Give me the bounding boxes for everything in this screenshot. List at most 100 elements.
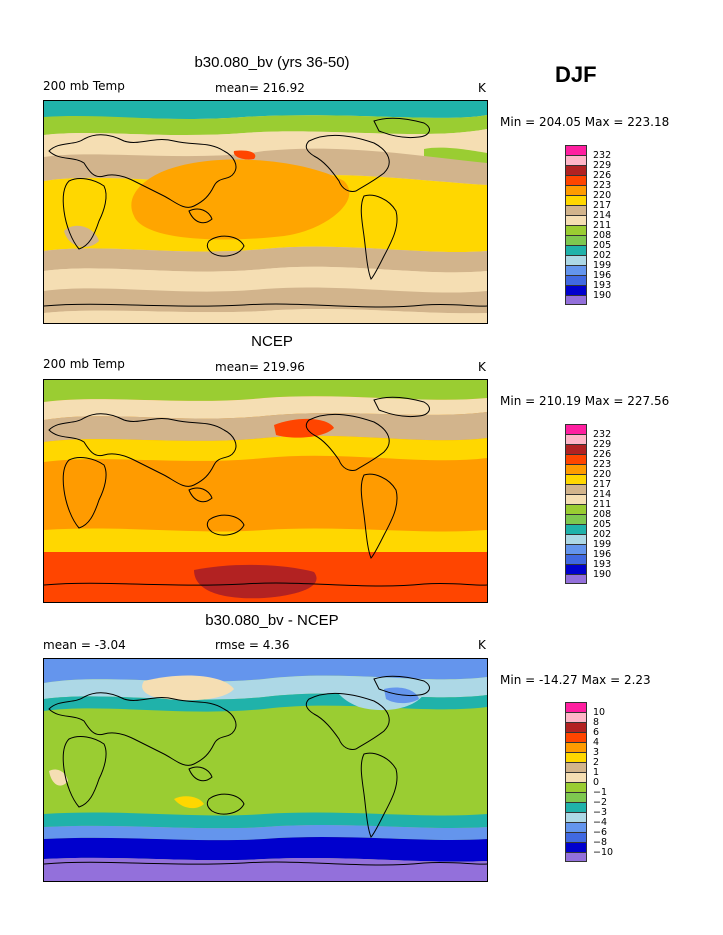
panel1-legend-tick: 223 — [593, 180, 612, 191]
panel2-region-226-kamchatka — [274, 418, 334, 438]
panel3-legend-tick: −6 — [593, 827, 608, 838]
panel2-minmax: Min = 210.19 Max = 227.56 — [500, 394, 670, 408]
panel2-legend-tick: 193 — [593, 559, 612, 570]
panel1-legend-tick: 199 — [593, 260, 612, 271]
panel2-legend-swatch — [565, 454, 587, 464]
panel2-legend-tick: 190 — [593, 569, 612, 580]
panel3-legend-swatch — [565, 832, 587, 842]
panel3-legend-tick: −2 — [593, 797, 608, 808]
panel2-legend-tick: 202 — [593, 529, 612, 540]
panel3-legend-tick: −10 — [593, 847, 614, 858]
panel3-legend-tick: 4 — [593, 737, 600, 748]
panel2-legend-swatch — [565, 574, 587, 584]
panel2-map — [43, 379, 488, 603]
panel2-legend-swatch — [565, 434, 587, 444]
panel3-legend-tick: −4 — [593, 817, 608, 828]
panel1-band-211-north — [44, 129, 487, 157]
panel1-legend-tick: 226 — [593, 170, 612, 181]
panel2-legend-swatch — [565, 424, 587, 434]
panel1-legend-swatch — [565, 155, 587, 165]
panel2-legend-tick: 196 — [593, 549, 612, 560]
panel2-legend-swatch — [565, 444, 587, 454]
panel1-legend-tick: 196 — [593, 270, 612, 281]
panel1-band-214-south — [44, 246, 487, 273]
panel1-legend-swatch — [565, 165, 587, 175]
panel1-legend-swatch — [565, 235, 587, 245]
panel3-legend-swatch — [565, 792, 587, 802]
panel3-legend-swatch — [565, 712, 587, 722]
panel3-legend-swatch — [565, 772, 587, 782]
panel3-units-label: K — [478, 638, 486, 652]
panel1-region-226 — [233, 150, 256, 160]
panel3-minmax: Min = -14.27 Max = 2.23 — [500, 673, 651, 687]
panel2-legend-tick: 229 — [593, 439, 612, 450]
panel3-band-minus8-south — [44, 837, 487, 862]
panel1-legend-tick: 229 — [593, 160, 612, 171]
panel3-legend-tick: −8 — [593, 837, 608, 848]
panel3-legend-swatch — [565, 802, 587, 812]
panel1-coastlines — [44, 117, 487, 308]
panel1-legend-tick: 208 — [593, 230, 612, 241]
panel3-mean-label: mean = -3.04 — [43, 638, 126, 652]
panel3-map — [43, 658, 488, 882]
panel2-mean-label: mean= 219.96 — [215, 360, 305, 374]
panel1-legend-swatch — [565, 175, 587, 185]
panel3-band-minus4-north — [44, 659, 487, 683]
panel2-legend: 232 229 226 223 220 217 214 211 208 205 … — [565, 424, 611, 584]
panel1-legend-tick: 214 — [593, 210, 612, 221]
panel2-legend-tick: 208 — [593, 509, 612, 520]
panel1-legend-swatch — [565, 265, 587, 275]
panel3-legend-tick: 0 — [593, 777, 600, 788]
panel2-legend-swatch — [565, 564, 587, 574]
panel1-map — [43, 100, 488, 324]
panel2-legend-tick: 232 — [593, 429, 612, 440]
panel3-legend-swatch — [565, 782, 587, 792]
panel1-legend-tick: 217 — [593, 200, 612, 211]
panel1-legend-tick: 205 — [593, 240, 612, 251]
panel2-legend-swatch — [565, 544, 587, 554]
panel2-band-214 — [44, 412, 487, 442]
panel1-legend-swatch — [565, 195, 587, 205]
panel2-band-208 — [44, 380, 487, 402]
panel1-legend-swatch — [565, 205, 587, 215]
panel1-legend-swatch — [565, 255, 587, 265]
panel2-legend-swatch — [565, 534, 587, 544]
panel2-legend-tick: 220 — [593, 469, 612, 480]
panel3-patch-plus2-australia — [174, 796, 204, 809]
panel3-legend-swatch — [565, 822, 587, 832]
panel3-rmse-label: rmse = 4.36 — [215, 638, 290, 652]
panel2-band-220 — [44, 435, 487, 462]
panel1-minmax: Min = 204.05 Max = 223.18 — [500, 115, 670, 129]
panel3-legend-swatch — [565, 752, 587, 762]
panel2-legend-swatch — [565, 494, 587, 504]
panel3-title: b30.080_bv - NCEP — [205, 612, 339, 629]
panel3-legend-tick: 8 — [593, 717, 600, 728]
panel2-legend-tick: 226 — [593, 449, 612, 460]
panel1-mean-label: mean= 216.92 — [215, 81, 305, 95]
panel3-legend-tick: −1 — [593, 787, 608, 798]
panel2-legend-swatch — [565, 504, 587, 514]
panel1-legend-tick: 232 — [593, 150, 612, 161]
panel1-legend-tick: 211 — [593, 220, 612, 231]
panel3-legend-tick: 1 — [593, 767, 600, 778]
panel1-legend: 232 229 226 223 220 217 214 211 208 205 … — [565, 145, 611, 305]
panel2-legend-tick: 211 — [593, 499, 612, 510]
panel1-band-211-polar — [44, 309, 487, 323]
panel2-left-label: 200 mb Temp — [43, 357, 125, 371]
panel2-legend-swatch — [565, 464, 587, 474]
panel2-legend-swatch — [565, 554, 587, 564]
panel1-legend-swatch — [565, 285, 587, 295]
panel2-legend-swatch — [565, 524, 587, 534]
panel2-legend-swatch — [565, 474, 587, 484]
panel3-coastlines — [44, 675, 487, 866]
panel1-units-label: K — [478, 81, 486, 95]
panel3-legend-tick: 6 — [593, 727, 600, 738]
panel3-legend-swatch — [565, 842, 587, 852]
panel3-patch-plus1-siberia — [142, 675, 234, 701]
panel3-legend-swatch — [565, 732, 587, 742]
panel3-legend-tick: 10 — [593, 707, 606, 718]
panel2-legend-swatch — [565, 484, 587, 494]
panel2-legend-tick: 199 — [593, 539, 612, 550]
panel1-legend-swatch — [565, 275, 587, 285]
panel1-legend-swatch — [565, 185, 587, 195]
